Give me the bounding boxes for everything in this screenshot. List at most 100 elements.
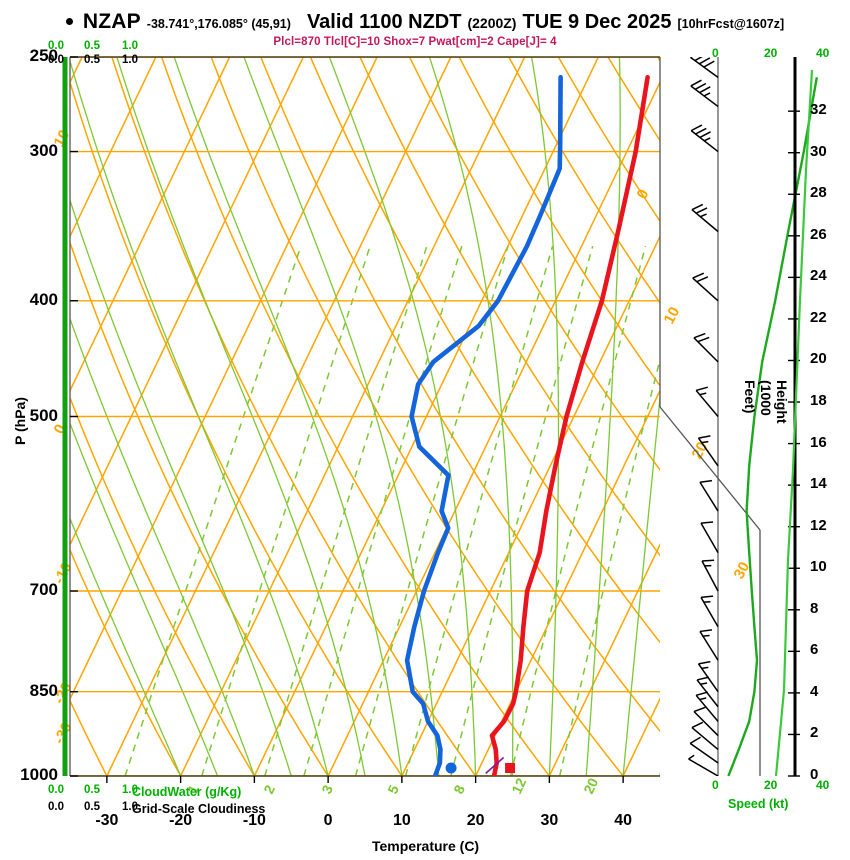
temperature-axis-label-10: 10 [392, 812, 411, 829]
dry-adiabat-line [70, 79, 403, 776]
isotherm-label: 10 [51, 127, 74, 150]
speed-scale-label-top-20: 20 [764, 46, 778, 60]
wind-barb [690, 79, 719, 108]
height-axis-label-20: 20 [810, 350, 827, 368]
cloudiness-tick-top-0: 0.0 [48, 54, 64, 66]
mixing-ratio-line [124, 245, 302, 776]
wind-barb [691, 721, 719, 750]
pressure-axis-label-700: 700 [29, 580, 58, 599]
height-axis-label-10: 10 [810, 558, 827, 576]
moist-adiabat-line [530, 57, 560, 776]
mixing-ratio-line [201, 245, 371, 776]
wind-barb [699, 479, 719, 512]
wind-barb [697, 435, 719, 467]
wind-barb [695, 386, 719, 417]
cloudiness-tick-bottom-0: 0.0 [48, 801, 64, 813]
speed-scale-label-top-40: 40 [816, 46, 830, 60]
height-axis-label-6: 6 [810, 641, 819, 659]
forecast-tag: [10hrFcst@1607z] [677, 17, 785, 31]
cloudiness-tick-bottom-2: 1.0 [122, 801, 138, 813]
height-axis-label-4: 4 [810, 682, 819, 700]
moist-adiabat-line [70, 58, 329, 776]
wind-barb [690, 124, 719, 153]
wind-barb-column [688, 57, 719, 776]
moist-adiabat-line [70, 421, 219, 776]
wind-barb [688, 754, 719, 776]
station-dot-icon [65, 18, 73, 25]
mixing-ratio-label: 3 [318, 782, 336, 796]
dry-adiabat-line [458, 57, 660, 387]
speed-scale-label-bottom-0: 0 [712, 778, 719, 792]
mixing-ratio-label: 12 [508, 775, 529, 796]
station-id: NZAP [82, 10, 141, 33]
surface-dewpoint-marker [445, 762, 457, 774]
height-axis-label-18: 18 [810, 392, 827, 410]
temperature-axis-label--30: -30 [95, 812, 119, 829]
moist-adiabat-line [70, 316, 256, 776]
dry-adiabat-label: 30 [731, 559, 754, 582]
dry-adiabat-line [309, 57, 660, 644]
dry-adiabat-line [70, 548, 182, 776]
mixing-ratio-label: 20 [580, 775, 601, 796]
station-coordinates: -38.741°,176.085° (45,91) [146, 17, 291, 31]
wind-barb [690, 57, 719, 78]
pressure-axis-label-500: 500 [29, 405, 58, 425]
temperature-axis-label-30: 30 [540, 812, 559, 829]
pressure-axis-label-850: 850 [29, 680, 58, 700]
temperature-axis-title: Temperature (C) [372, 838, 480, 854]
wind-barb [700, 521, 719, 553]
wind-barb [693, 706, 719, 737]
dry-adiabat-line [508, 57, 660, 305]
isotherm-line [548, 543, 660, 776]
moist-adiabat-line [70, 516, 182, 776]
cloudwater-tick-top-2: 1.0 [122, 40, 138, 52]
mixing-ratio-line [509, 245, 647, 776]
height-axis-label-12: 12 [810, 516, 827, 534]
cloudwater-tick-bottom-1: 0.5 [84, 784, 100, 796]
speed-scale-label-top-0: 0 [712, 46, 719, 60]
moist-adiabat-line [116, 57, 366, 776]
temperature-axis-label-20: 20 [466, 812, 485, 829]
dry-adiabat-line [359, 57, 660, 557]
dry-adiabat-line [807, 57, 850, 776]
stability-parameters-text: Plcl=870 Tlcl[C]=10 Shox=7 Pwat[cm]=2 Ca… [273, 36, 557, 48]
cloudwater-tick-top-1: 0.5 [84, 40, 100, 52]
height-axis-label-30: 30 [810, 142, 827, 160]
mixing-ratio-label: 2 [260, 782, 278, 796]
pressure-axis-label-250: 250 [29, 46, 58, 65]
mixing-ratio-line [303, 245, 463, 776]
speed-axis-title: Speed (kt) [728, 797, 789, 811]
dry-adiabat-label: 20 [689, 439, 712, 462]
surface-markers [445, 762, 516, 774]
height-axis-label-28: 28 [810, 184, 827, 202]
plot-frame [70, 56, 660, 777]
pressure-axis-label-300: 300 [29, 140, 58, 160]
surface-temperature-marker [505, 763, 516, 773]
dewpoint-curve [404, 75, 563, 776]
temperature-tick-marks [106, 776, 624, 783]
moist-adiabat-line [585, 57, 621, 776]
wind-barb [701, 559, 719, 592]
dry-adiabat-line [70, 699, 108, 776]
dry-adiabat-line [260, 57, 660, 733]
wind-barb [691, 203, 719, 233]
dry-adiabat-line [70, 395, 256, 776]
height-axis-label-32: 32 [810, 101, 827, 119]
dry-adiabat-label: 10 [661, 304, 684, 327]
wind-barb [695, 691, 719, 722]
wind-barb [700, 595, 719, 628]
temperature-axis-label-40: 40 [614, 812, 633, 829]
wind-barb [699, 629, 719, 661]
dry-adiabat-line [210, 57, 624, 776]
mixing-ratio-label: 5 [384, 782, 402, 796]
temperature-axis-label--20: -20 [169, 812, 193, 829]
wind-speed-curve [727, 77, 818, 777]
moist-adiabat-line [328, 57, 477, 776]
parcel-trace [485, 756, 505, 774]
moist-adiabat-line [70, 198, 292, 776]
valid-time: Valid 1100 NZDT [306, 11, 462, 33]
speed-scale-label-bottom-40: 40 [816, 778, 830, 792]
dry-adiabat-line [111, 57, 477, 776]
cloudwater-tick-bottom-0: 0.0 [48, 784, 64, 796]
